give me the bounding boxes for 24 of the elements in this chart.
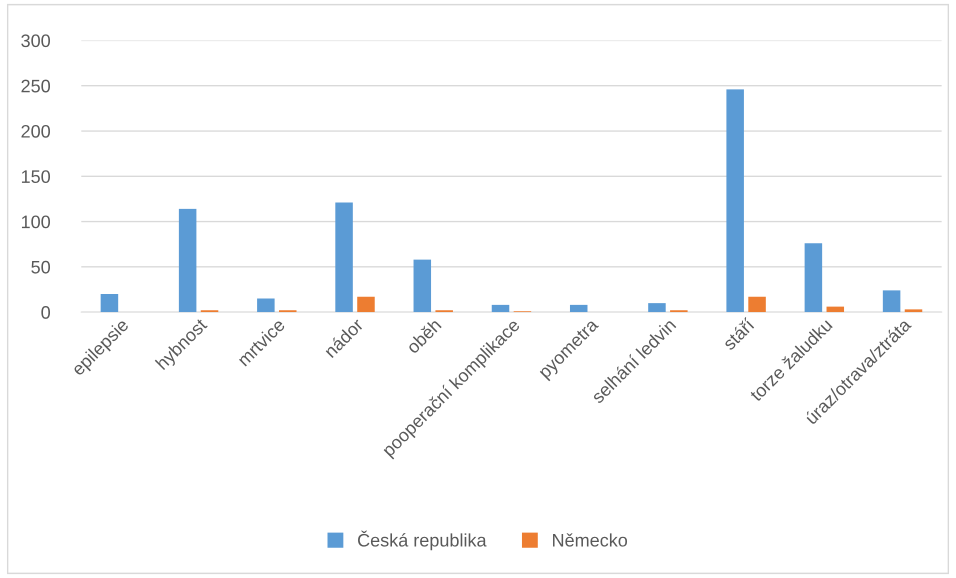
- bar: [648, 303, 666, 312]
- bar: [804, 243, 822, 312]
- bar: [414, 260, 432, 312]
- y-tick-label: 150: [22, 170, 50, 184]
- legend-label: Německo: [553, 533, 628, 547]
- y-tick-label: 50: [31, 260, 50, 274]
- bar: [726, 89, 744, 312]
- bar: [492, 304, 510, 312]
- y-tick-label: 100: [22, 216, 50, 228]
- bar: [335, 202, 353, 312]
- bar: [826, 306, 844, 312]
- bar: [904, 309, 922, 312]
- bar: [357, 296, 375, 312]
- bar: [257, 298, 275, 312]
- bar: [570, 304, 588, 312]
- bar: [748, 296, 766, 312]
- legend-label: Česká republika: [358, 530, 487, 550]
- y-tick-label: 0: [41, 306, 50, 319]
- bar: [882, 290, 900, 312]
- bar: [100, 294, 118, 312]
- y-tick-label: 200: [21, 124, 50, 138]
- y-tick-label: 300: [21, 34, 50, 48]
- bar: [178, 208, 196, 312]
- y-tick-label: 250: [21, 80, 50, 92]
